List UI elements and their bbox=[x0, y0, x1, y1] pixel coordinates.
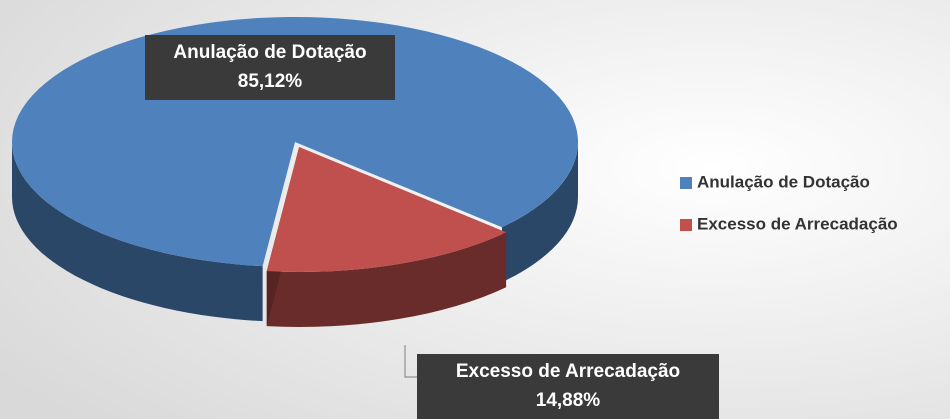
legend: Anulação de Dotação Excesso de Arrecadaçã… bbox=[680, 172, 898, 233]
data-label-value: 85,12% bbox=[238, 71, 303, 92]
slice-side bbox=[266, 232, 507, 327]
slice-side bbox=[11, 142, 263, 322]
leader-line bbox=[404, 345, 417, 378]
data-label-name: Excesso de Arrecadação bbox=[456, 361, 680, 382]
legend-label: Excesso de Arrecadação bbox=[697, 214, 898, 233]
legend-label: Anulação de Dotação bbox=[697, 172, 870, 191]
data-label-box bbox=[417, 354, 719, 419]
data-label-box bbox=[145, 35, 395, 100]
legend-swatch bbox=[680, 177, 692, 189]
slice-side bbox=[501, 142, 578, 283]
data-label-value: 14,88% bbox=[536, 390, 601, 411]
slice bbox=[266, 146, 507, 272]
data-labels: Anulação de Dotação 85,12% Excesso de Arre… bbox=[145, 35, 719, 419]
legend-swatch bbox=[680, 219, 692, 231]
data-label-name: Anulação de Dotação bbox=[173, 42, 366, 63]
